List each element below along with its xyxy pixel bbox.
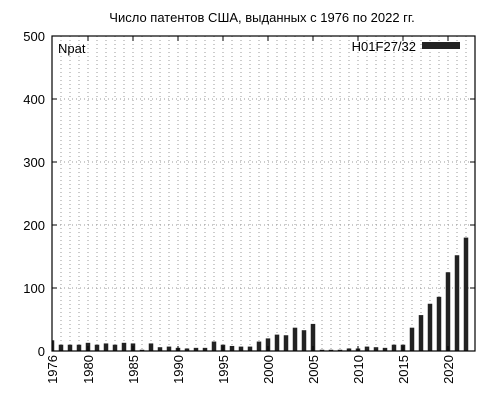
bar-1979 — [76, 344, 82, 351]
bar-1992 — [193, 347, 199, 351]
bar-2004 — [301, 330, 307, 351]
bar-2006 — [319, 349, 325, 351]
bar-2016 — [409, 327, 415, 351]
x-tick-label: 2020 — [441, 355, 456, 384]
x-tick-labels: 1976 1980 1985 1990 1995 2000 2005 2010 2015 2020 — [45, 355, 456, 384]
y-tick-labels: 0 100 200 300 400 500 — [23, 29, 45, 359]
x-tick-label: 1990 — [171, 355, 186, 384]
bar-1977 — [58, 344, 64, 351]
x-tick-label: 2015 — [396, 355, 411, 384]
legend: H01F27/32 — [352, 39, 460, 54]
y-tick-label: 300 — [23, 155, 45, 170]
bars — [52, 237, 469, 351]
bar-2000 — [265, 338, 271, 351]
bar-1976 — [52, 340, 55, 351]
bar-2017 — [418, 315, 424, 351]
bar-1978 — [67, 344, 73, 351]
bar-2014 — [391, 344, 397, 351]
bar-1994 — [211, 341, 217, 351]
bar-1993 — [202, 347, 208, 351]
y-tick-label: 400 — [23, 92, 45, 107]
y-tick-label: 0 — [38, 344, 45, 359]
bar-2013 — [382, 347, 388, 351]
bar-2011 — [364, 346, 370, 351]
bar-2007 — [328, 349, 334, 351]
bar-1991 — [184, 348, 190, 351]
x-tick-label: 2005 — [306, 355, 321, 384]
bar-2005 — [310, 323, 316, 351]
x-tick-label: 1995 — [216, 355, 231, 384]
bar-1987 — [148, 343, 154, 351]
y-tick-label: 500 — [23, 29, 45, 44]
legend-label: H01F27/32 — [352, 39, 416, 54]
grid — [52, 36, 475, 351]
bar-1996 — [229, 345, 235, 351]
bar-1986 — [139, 349, 145, 351]
bar-1997 — [238, 346, 244, 351]
bar-2008 — [337, 349, 343, 351]
bar-1989 — [166, 346, 172, 351]
bar-2022 — [463, 237, 469, 351]
x-tick-label: 1976 — [45, 355, 60, 384]
bar-2020 — [445, 272, 451, 351]
plot-frame — [51, 35, 476, 352]
x-tick-label: 2000 — [261, 355, 276, 384]
bar-1984 — [121, 342, 127, 351]
bar-1998 — [247, 346, 253, 351]
bar-2003 — [292, 327, 298, 351]
bar-1982 — [103, 343, 109, 351]
bar-2021 — [454, 255, 460, 351]
bar-2012 — [373, 347, 379, 351]
bar-2019 — [436, 296, 442, 351]
x-tick-label: 1980 — [81, 355, 96, 384]
y-axis-label: Npat — [58, 41, 86, 56]
bar-1983 — [112, 344, 118, 351]
x-tick-label: 2010 — [351, 355, 366, 384]
bar-1999 — [256, 341, 262, 351]
bar-2001 — [274, 334, 280, 351]
x-tick-label: 1985 — [126, 355, 141, 384]
bar-1988 — [157, 347, 163, 351]
bar-2009 — [346, 348, 352, 351]
y-tick-label: 100 — [23, 281, 45, 296]
legend-swatch — [422, 42, 460, 49]
ticks — [51, 35, 475, 352]
chart-title: Число патентов США, выданных с 1976 по 2… — [109, 10, 414, 25]
bar-2002 — [283, 335, 289, 351]
y-tick-label: 200 — [23, 218, 45, 233]
bar-2018 — [427, 303, 433, 351]
bar-1981 — [94, 344, 100, 351]
